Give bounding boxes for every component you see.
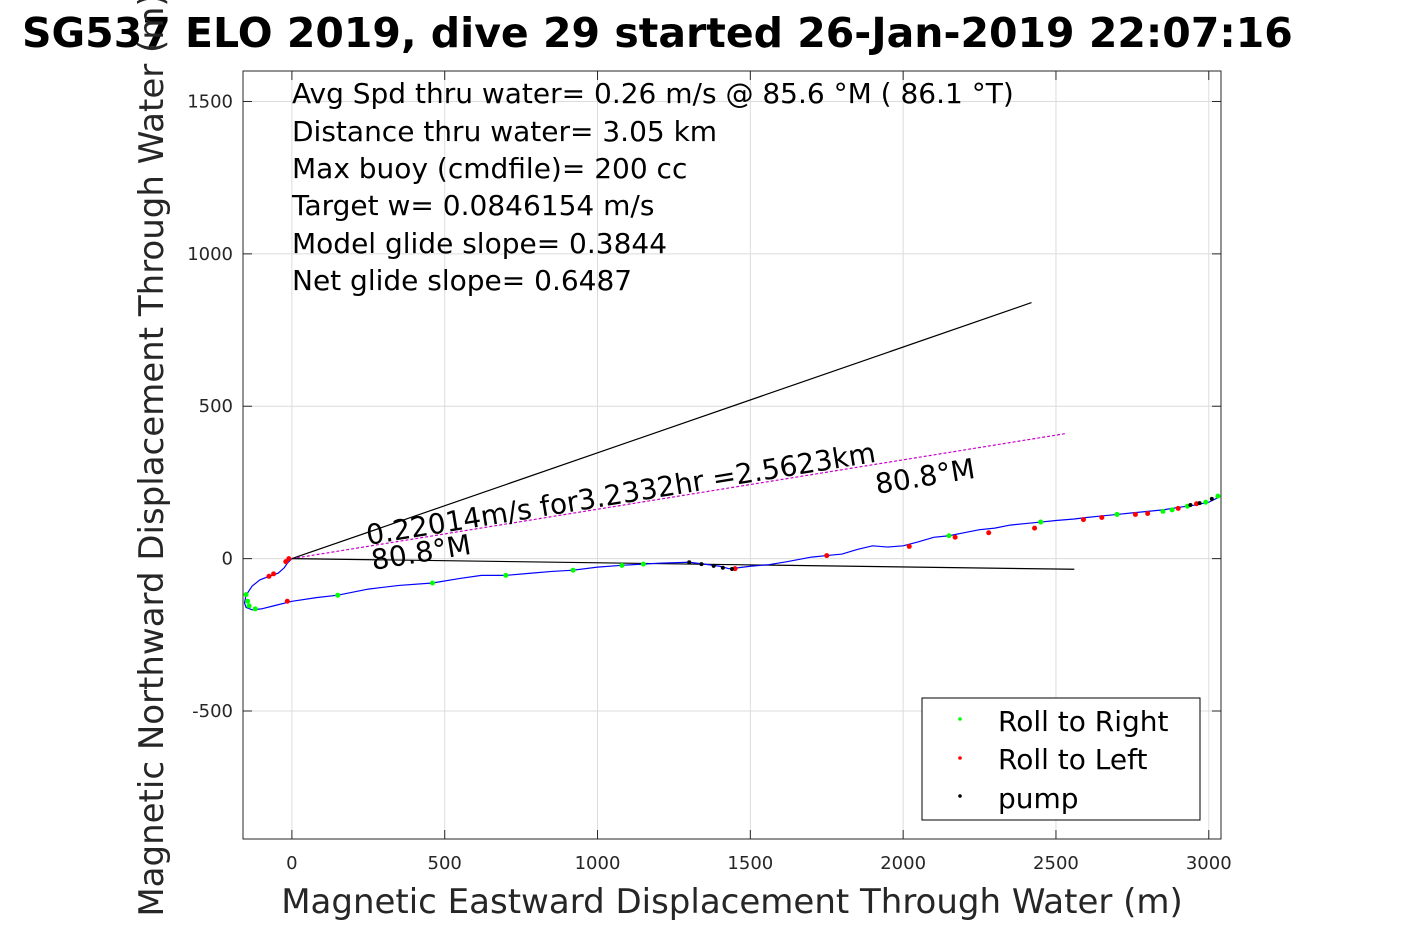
pump-point [720,565,725,570]
roll-to-right-point [570,567,576,573]
y-tick-label: 1500 [187,91,233,112]
y-tick-label: 500 [199,396,233,417]
roll-to-left-point [1132,511,1138,517]
legend-box [921,697,1201,821]
roll-to-left-point [266,573,272,579]
info-max-buoy: Max buoy (cmdfile)= 200 cc [292,152,687,185]
x-tick-label: 2500 [1033,853,1079,874]
roll-to-left-point [1080,517,1086,523]
pump-point [730,566,734,571]
roll-to-left-point [286,556,292,562]
x-tick-label: 500 [428,853,462,874]
y-tick-label: 1000 [187,244,233,265]
y-tick-label: -500 [192,701,233,722]
pump-point [699,562,704,567]
axis-ticks: 0 500 1000 1500 2000 2500 3000 -500 0 500 1000 1500 [187,71,1232,874]
roll-to-right-point [1114,511,1120,517]
x-tick-label: 2000 [880,853,926,874]
info-model-glide: Model glide slope= 0.3844 [292,227,667,260]
pump-point [1188,502,1193,507]
roll-to-left-point [732,566,738,572]
roll-to-left-point [284,598,290,604]
info-avg-speed: Avg Spd thru water= 0.26 m/s @ 85.6 °M (… [292,77,1014,110]
legend-marker-roll-left [958,756,962,760]
info-distance: Distance thru water= 3.05 km [292,115,717,148]
x-tick-label: 1500 [727,853,773,874]
reference-lines [291,302,1075,570]
x-tick-label: 3000 [1186,853,1232,874]
roll-to-right-point [946,533,952,539]
legend-marker-roll-right [958,717,962,721]
roll-to-right-point [429,580,435,586]
legend-label-roll-left: Roll to Left [998,743,1147,776]
roll-to-left-point [1099,514,1105,520]
roll-to-left-point [1175,505,1181,511]
legend: Roll to Right Roll to Left pump [921,697,1201,821]
x-tick-label: 0 [286,853,297,874]
roll-to-right-point [1215,493,1221,499]
roll-to-right-point [619,562,625,568]
roll-to-left-point [271,571,277,577]
model-glide-slope-line [291,302,1032,560]
plot-frame [242,70,1222,840]
pump-point [711,563,716,568]
roll-to-left-point [1032,525,1038,531]
roll-pump-markers [243,493,1221,612]
pump-point [1209,496,1214,501]
current-vector-line [291,433,1066,560]
roll-to-right-point [243,592,249,598]
roll-to-left-point [824,553,830,559]
glider-track [243,497,1219,611]
roll-to-left-point [986,530,992,536]
roll-to-left-point [952,534,958,540]
roll-to-left-point [1145,511,1151,517]
roll-to-right-point [335,592,341,598]
info-net-glide: Net glide slope= 0.6487 [292,264,632,297]
x-tick-label: 1000 [575,853,621,874]
roll-to-right-point [1169,507,1175,513]
legend-marker-pump [958,794,962,798]
legend-label-roll-right: Roll to Right [998,705,1169,738]
roll-to-right-point [1160,508,1166,514]
roll-to-right-point [1038,519,1044,525]
y-tick-label: 0 [222,549,233,570]
roll-to-right-point [1203,499,1209,505]
roll-to-right-point [246,603,252,609]
roll-to-left-point [906,543,912,549]
legend-label-pump: pump [998,782,1079,815]
y-axis-label: Magnetic Northward Displacement Through … [132,0,172,917]
roll-to-right-point [245,598,251,604]
chart-title: SG537 ELO 2019, dive 29 started 26-Jan-2… [22,9,1293,57]
x-axis-label: Magnetic Eastward Displacement Through W… [281,882,1183,922]
track-path [243,497,1219,611]
roll-to-right-point [252,606,258,612]
roll-to-left-point [283,559,289,565]
roll-to-right-point [640,561,646,567]
heading-line-line [291,558,1075,570]
info-target-w: Target w= 0.0846154 m/s [291,189,654,222]
pump-point [1197,501,1202,506]
roll-to-right-point [503,572,509,578]
pump-point [687,560,692,565]
info-block: Avg Spd thru water= 0.26 m/s @ 85.6 °M (… [291,77,1014,297]
